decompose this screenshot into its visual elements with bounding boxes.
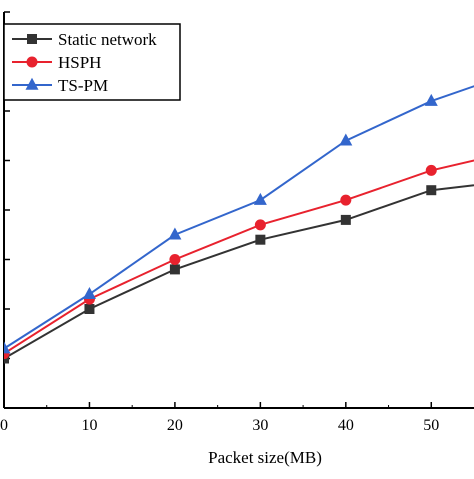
data-point: [340, 194, 352, 206]
series-line: [4, 85, 474, 350]
series-line: [4, 159, 474, 355]
data-point: [169, 254, 181, 265]
data-point: [82, 286, 96, 299]
x-tick-label: 50: [423, 417, 439, 434]
legend-item: TS-PM: [12, 76, 108, 95]
data-point: [255, 234, 266, 245]
series-ts-pm: [4, 85, 474, 354]
legend: Static network HSPH TS-PM: [3, 23, 181, 101]
data-point: [253, 192, 267, 205]
x-tick-label: 20: [167, 417, 183, 434]
data-point: [340, 214, 351, 225]
data-point: [169, 264, 180, 275]
series-layer: [4, 85, 474, 364]
legend-item: HSPH: [12, 53, 101, 72]
legend-label: HSPH: [58, 53, 101, 72]
series-line: [4, 184, 474, 360]
data-point: [424, 93, 438, 106]
legend-marker: [26, 56, 38, 68]
data-point: [254, 219, 266, 231]
data-point: [426, 185, 437, 196]
axes: 0 10 20 30 40 50: [0, 11, 474, 434]
data-point: [4, 353, 9, 364]
legend-label: TS-PM: [58, 76, 108, 95]
series-static-network: [4, 184, 474, 364]
x-tick-label: 10: [81, 417, 97, 434]
data-point: [168, 227, 182, 240]
legend-marker: [27, 34, 37, 44]
data-point: [4, 341, 11, 354]
x-tick-label: 30: [252, 417, 268, 434]
legend-item: Static network: [12, 30, 157, 49]
data-point: [425, 164, 437, 176]
legend-marker: [25, 77, 39, 90]
x-tick-label: 0: [0, 417, 8, 434]
legend-label: Static network: [58, 30, 157, 49]
x-tick-label: 40: [338, 417, 354, 434]
series-hsph: [4, 159, 474, 360]
x-axis-label: Packet size(MB): [208, 448, 322, 467]
data-point: [339, 133, 353, 146]
data-point: [84, 304, 95, 314]
